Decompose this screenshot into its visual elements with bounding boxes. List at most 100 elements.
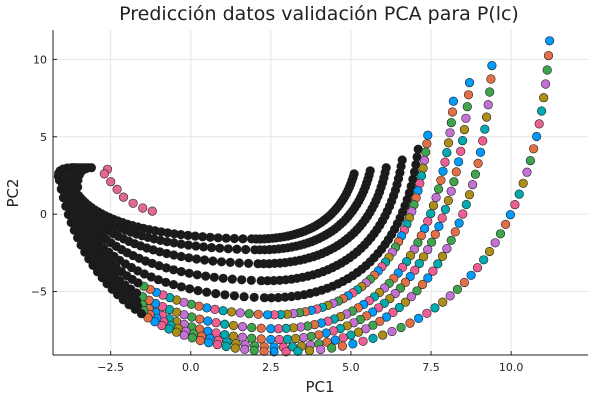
validation-point [179,330,189,340]
validation-point [505,210,516,220]
validation-point [423,273,433,283]
validation-point [456,146,466,156]
validation-point [428,266,438,276]
validation-point [218,306,228,316]
validation-point [88,260,98,271]
validation-point [510,200,520,210]
validation-point [230,343,240,353]
highlight-point [112,184,122,194]
validation-point [487,60,497,71]
x-axis-label: PC1 [305,378,334,396]
highlight-point [138,203,148,213]
validation-point [293,346,303,357]
validation-point [464,77,475,88]
training-point [253,259,263,269]
validation-point [443,138,454,148]
validation-point [396,322,406,333]
validation-point [291,333,301,344]
validation-point [203,316,213,326]
training-point [176,251,186,262]
validation-point [454,157,464,167]
training-point [185,284,195,294]
validation-point [544,36,555,46]
validation-point [274,334,284,345]
y-axis-label: PC2 [4,178,22,207]
validation-point [263,310,273,320]
validation-point [247,333,257,343]
grid [53,30,588,355]
validation-point [240,344,250,355]
validation-point [405,318,415,328]
validation-point [434,184,444,194]
validation-point [253,309,263,319]
validation-point [445,128,455,138]
validation-point [136,309,147,319]
validation-point [461,199,471,210]
validation-point [195,335,205,346]
validation-point [150,317,160,327]
training-point [215,243,225,253]
validation-point [306,331,316,342]
validation-point [66,217,76,228]
validation-point [400,297,411,307]
validation-point [531,131,542,142]
validation-point [442,148,452,158]
training-point [199,242,209,252]
validation-point [470,169,481,179]
validation-point [124,300,134,310]
validation-point [433,259,443,269]
validation-point [484,246,495,257]
training-point [249,292,259,302]
validation-point [63,209,73,220]
validation-point [473,158,483,168]
validation-point [443,195,454,206]
validation-point [495,229,506,239]
validation-point [452,284,463,295]
validation-point [381,312,392,322]
y-tick-label: 0 [40,208,47,221]
highlight-point [106,177,116,187]
validation-point [423,130,433,140]
validation-point [451,167,461,177]
validation-point [227,307,237,317]
training-point [213,233,223,243]
validation-point [202,303,212,313]
validation-point [69,225,79,235]
training-point [232,244,242,254]
validation-point [327,343,337,353]
validation-point [187,333,197,343]
x-tick-label: 2.5 [262,361,280,374]
validation-point [434,221,444,231]
training-point [227,274,237,284]
training-point [176,267,186,277]
training-point [247,234,257,244]
validation-point [58,193,69,203]
validation-point [514,189,524,199]
validation-point [543,50,554,61]
x-tick-label: 10.0 [499,361,524,374]
training-point [218,273,228,283]
validation-point [80,247,90,257]
validation-point [534,119,544,129]
training-point [237,275,247,285]
training-point [202,287,212,297]
validation-point [368,333,378,344]
training-point [229,291,239,301]
validation-point [417,279,428,290]
validation-point [210,304,220,315]
validation-point [422,308,432,318]
validation-point [348,339,358,349]
validation-point [56,184,66,194]
training-point [176,282,186,292]
training-point [192,270,202,280]
validation-point [501,219,511,229]
validation-point [256,334,266,344]
training-point [241,244,251,255]
training-point [211,289,221,299]
validation-point [304,346,315,356]
validation-point [61,201,71,211]
validation-point [220,319,230,329]
validation-point [522,167,532,177]
validation-point [438,166,448,176]
training-point [238,234,248,244]
